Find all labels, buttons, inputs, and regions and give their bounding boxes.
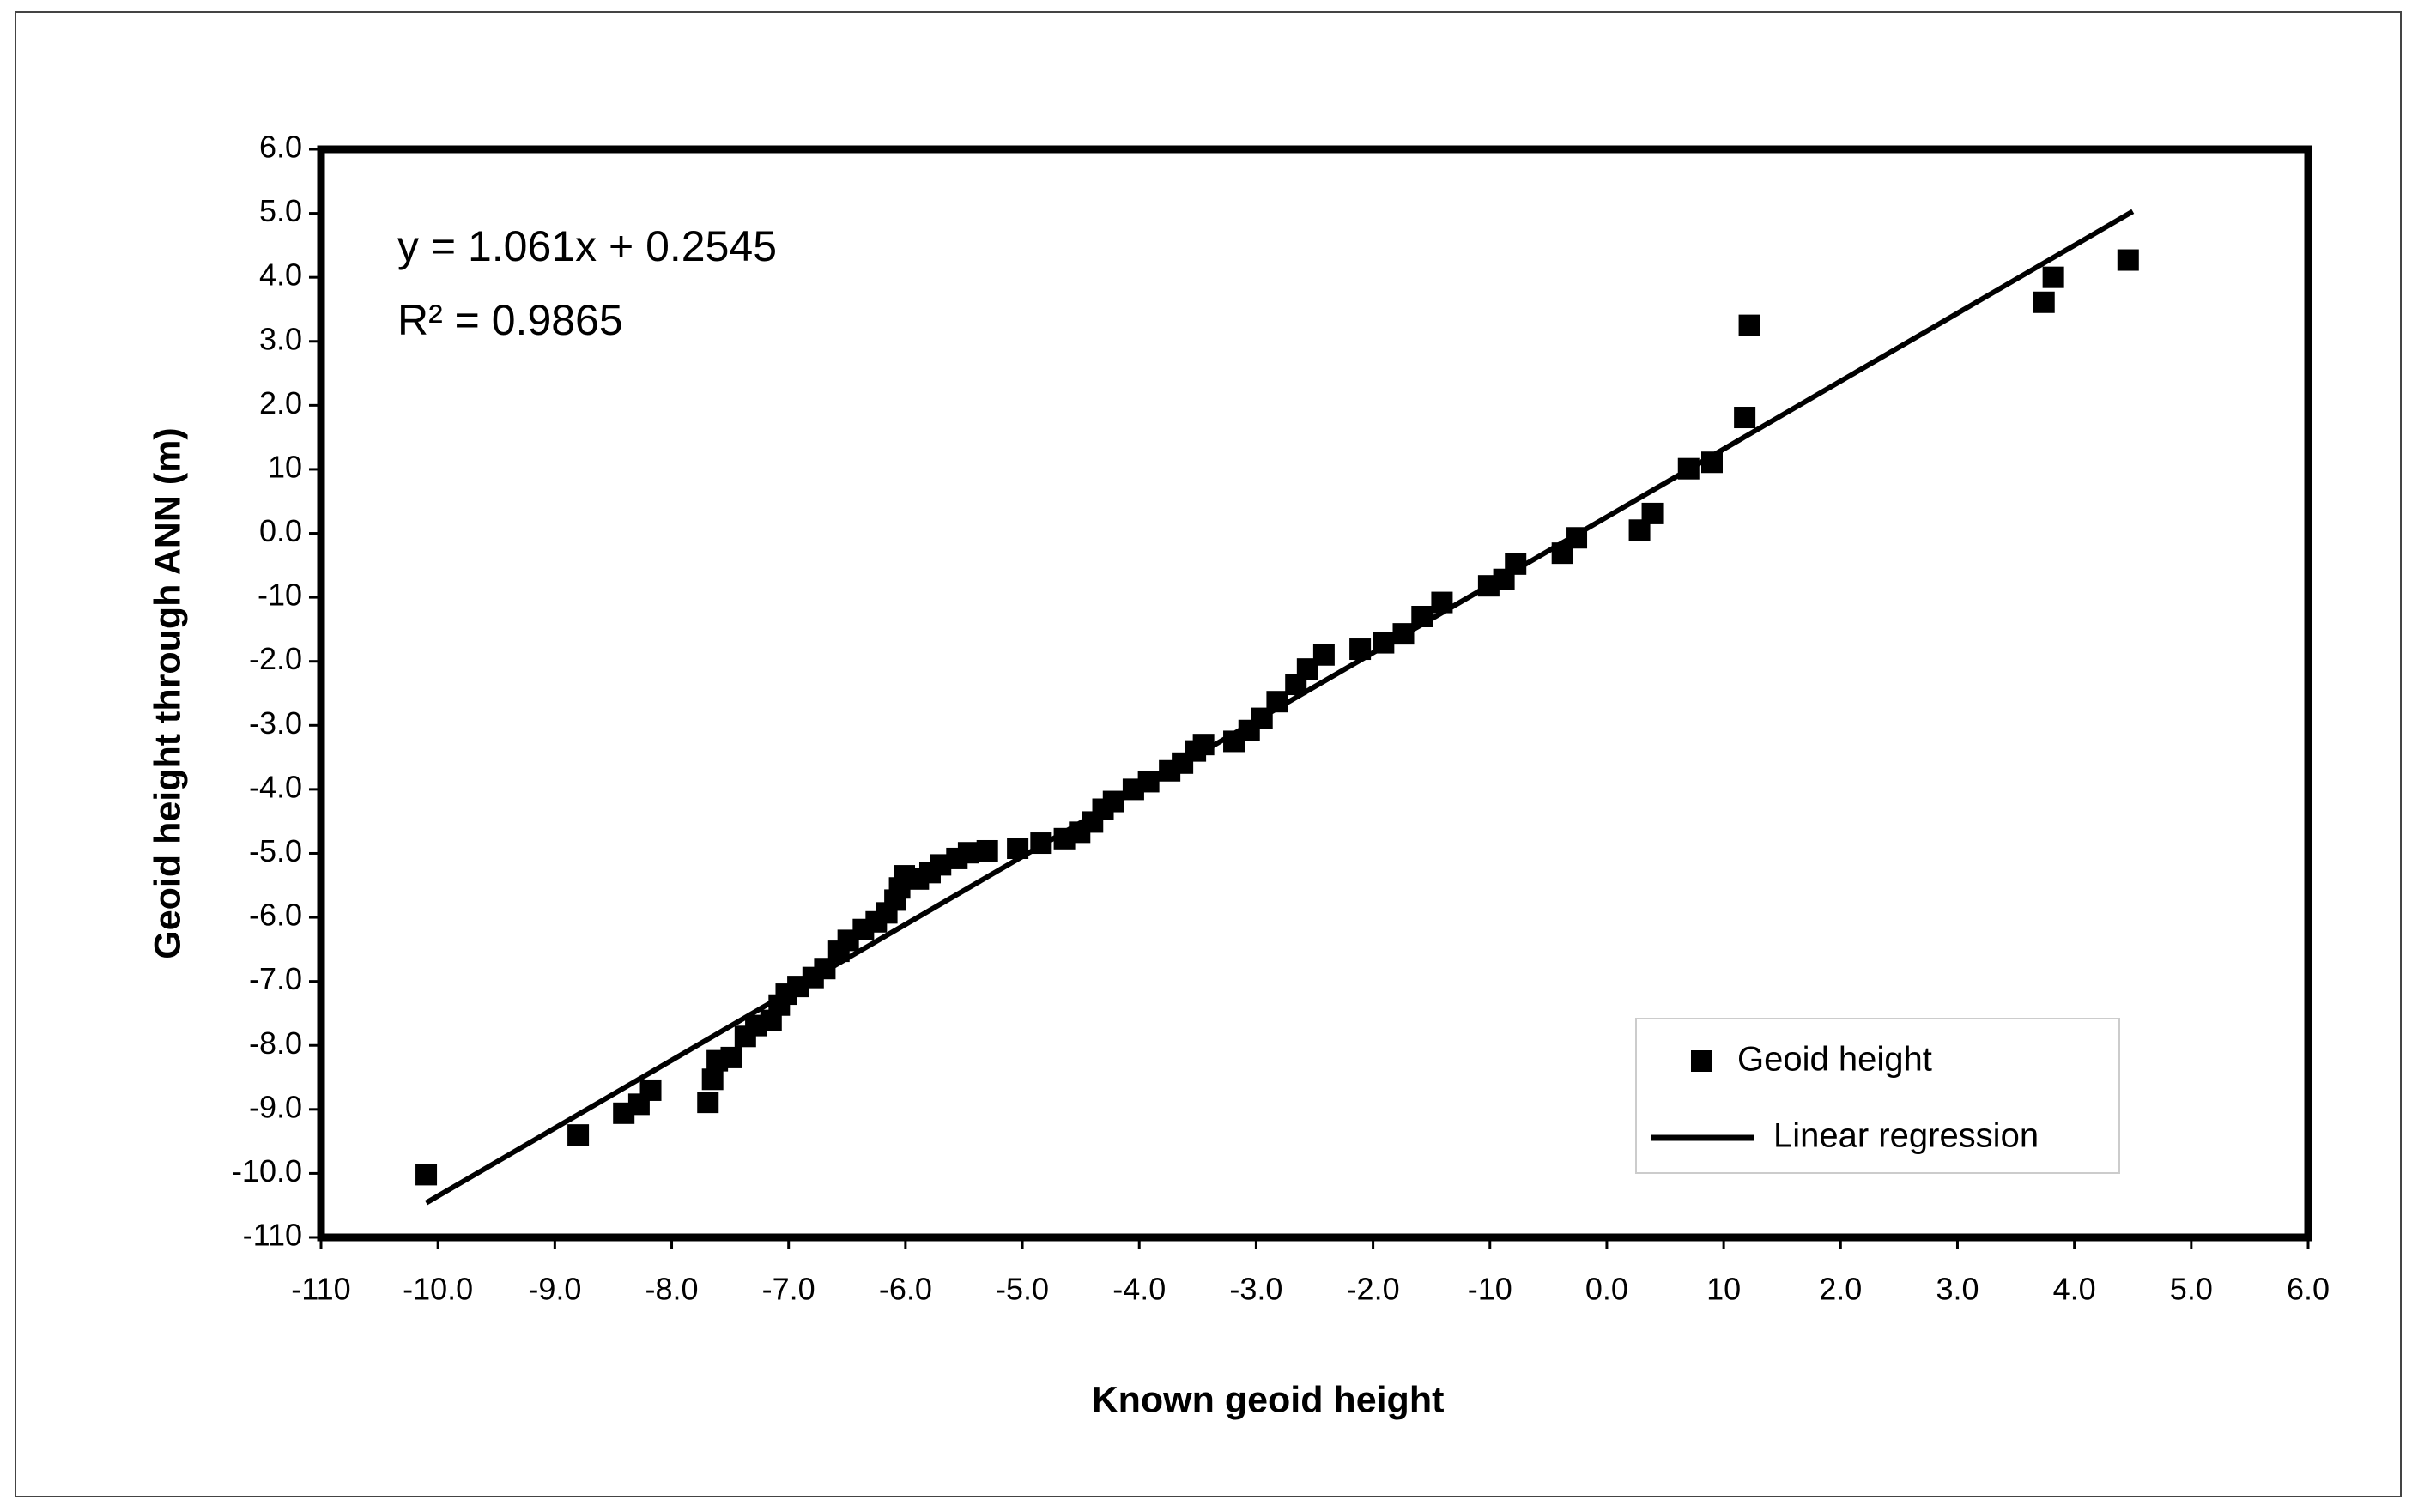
point: [415, 1164, 438, 1186]
y-tick-label: 10: [268, 449, 302, 484]
point: [976, 839, 998, 862]
x-tick-label: 6.0: [2287, 1272, 2330, 1307]
x-tick-label: -7.0: [762, 1272, 815, 1307]
x-tick-label: -10.0: [403, 1272, 473, 1307]
point: [957, 842, 979, 864]
x-tick-label: 5.0: [2170, 1272, 2213, 1307]
x-tick-label: 2.0: [1819, 1272, 1862, 1307]
point: [1734, 407, 1756, 429]
y-tick-label: -5.0: [249, 833, 302, 868]
x-tick-label: -2.0: [1347, 1272, 1400, 1307]
legend-label: Geoid height: [1737, 1041, 1932, 1079]
y-axis-label: Geoid height through ANN (m): [147, 427, 188, 959]
y-tick-label: -9.0: [249, 1089, 302, 1124]
plot-area: [317, 145, 2312, 1242]
y-tick-label: -6.0: [249, 898, 302, 933]
point: [2033, 291, 2055, 313]
point: [639, 1079, 662, 1101]
x-tick-label: 3.0: [1936, 1272, 1979, 1307]
y-tick-label: -10: [258, 578, 302, 613]
point: [1312, 644, 1335, 666]
r-squared: R² = 0.9865: [397, 296, 623, 344]
point: [697, 1092, 719, 1114]
y-tick-label: 6.0: [259, 130, 302, 165]
point: [2042, 266, 2064, 288]
legend-box: [1635, 1018, 2120, 1174]
y-tick-label: -2.0: [249, 641, 302, 676]
x-tick-label: -10: [1468, 1272, 1512, 1307]
x-tick-label: 10: [1706, 1272, 1741, 1307]
equation: y = 1.061x + 0.2545: [397, 222, 777, 270]
y-tick-label: -110: [243, 1218, 302, 1253]
point: [2117, 249, 2139, 271]
x-tick-label: -4.0: [1112, 1272, 1166, 1307]
y-tick-label: -10.0: [232, 1153, 302, 1188]
x-tick-label: 0.0: [1585, 1272, 1628, 1307]
regression-line: [425, 209, 2135, 1206]
point: [567, 1124, 590, 1146]
x-tick-label: -5.0: [996, 1272, 1049, 1307]
x-tick-label: -8.0: [645, 1272, 699, 1307]
y-tick-label: -3.0: [249, 705, 302, 741]
x-axis-label: Known geoid height: [1092, 1379, 1445, 1420]
y-tick-label: 0.0: [259, 513, 302, 548]
point: [1738, 314, 1760, 336]
point: [720, 1046, 742, 1068]
point: [1641, 502, 1664, 524]
y-tick-label: -4.0: [249, 769, 302, 804]
x-tick-label: -9.0: [528, 1272, 581, 1307]
y-tick-label: 5.0: [259, 193, 302, 228]
y-tick-label: -8.0: [249, 1025, 302, 1061]
point: [701, 1068, 724, 1091]
legend-marker: [1691, 1050, 1712, 1072]
y-tick-label: 2.0: [259, 385, 302, 420]
y-tick-label: -7.0: [249, 961, 302, 996]
x-tick-label: -6.0: [879, 1272, 932, 1307]
x-tick-label: -110: [291, 1272, 350, 1307]
y-tick-label: 3.0: [259, 321, 302, 356]
legend-label: Linear regression: [1773, 1117, 2039, 1155]
x-tick-label: 4.0: [2053, 1272, 2096, 1307]
x-tick-label: -3.0: [1229, 1272, 1282, 1307]
y-tick-label: 4.0: [259, 257, 302, 293]
